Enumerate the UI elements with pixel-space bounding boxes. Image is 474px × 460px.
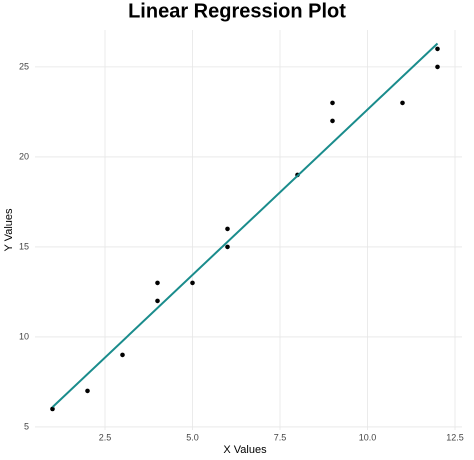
y-tick-label: 15	[19, 241, 29, 251]
y-axis-title: Y Values	[3, 208, 15, 252]
regression-line	[51, 42, 439, 408]
y-tick-label: 25	[19, 61, 29, 71]
chart-title: Linear Regression Plot	[128, 0, 346, 22]
point	[155, 298, 160, 304]
point	[85, 388, 90, 394]
point	[225, 226, 230, 232]
x-tick-label: 5.0	[186, 432, 199, 442]
x-tick-label: 7.5	[274, 432, 287, 442]
point	[225, 244, 230, 250]
y-tick-label: 10	[19, 331, 29, 341]
point	[330, 100, 335, 106]
point	[400, 100, 405, 106]
x-tick-label: 2.5	[99, 432, 112, 442]
point	[155, 280, 160, 286]
x-tick-label: 10.0	[359, 432, 377, 442]
y-tick-label: 5	[24, 421, 29, 431]
point	[435, 64, 440, 70]
y-tick-label: 20	[19, 151, 29, 161]
point	[50, 406, 55, 412]
point	[435, 46, 440, 52]
x-tick-label: 12.5	[446, 432, 464, 442]
point	[330, 118, 335, 124]
point	[190, 280, 195, 286]
x-axis-title: X Values	[223, 444, 267, 456]
point	[120, 352, 125, 358]
